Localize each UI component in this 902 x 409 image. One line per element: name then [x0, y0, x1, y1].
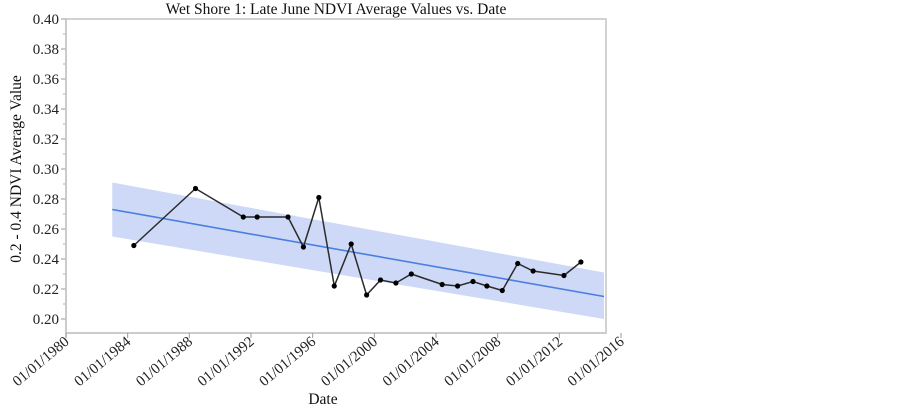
- data-point: [131, 242, 137, 249]
- x-tick-label: 01/01/2016: [565, 333, 628, 390]
- x-tick-label: 01/01/1984: [72, 333, 135, 390]
- data-point: [484, 283, 490, 289]
- confidence-band-layer: [112, 182, 605, 319]
- data-point: [393, 280, 399, 286]
- data-point: [530, 268, 536, 274]
- data-point: [240, 214, 246, 220]
- data-point: [364, 292, 370, 298]
- y-axis-title: 0.2 - 0.4 NDVI Average Value: [8, 75, 25, 263]
- x-axis-title: Date: [308, 391, 337, 408]
- y-tick-label: 0.20: [33, 312, 59, 328]
- series-line: [133, 187, 582, 297]
- data-point: [439, 281, 445, 288]
- y-tick-label: 0.30: [33, 162, 59, 178]
- series-layer: [131, 185, 584, 298]
- y-tick-label: 0.36: [33, 72, 60, 88]
- chart-title: Wet Shore 1: Late June NDVI Average Valu…: [166, 1, 507, 18]
- x-tick-label: 01/01/2008: [442, 334, 505, 390]
- data-point: [300, 244, 307, 250]
- data-point: [377, 277, 384, 283]
- y-tick-label: 0.32: [33, 132, 59, 148]
- y-tick-label: 0.26: [33, 222, 60, 238]
- data-point: [285, 214, 291, 220]
- x-tick-label: 01/01/1992: [195, 334, 258, 390]
- data-point: [515, 260, 521, 267]
- data-point: [331, 283, 337, 289]
- data-point: [254, 214, 260, 220]
- data-point: [499, 287, 505, 294]
- regression-line: [112, 208, 605, 298]
- data-point: [316, 194, 322, 201]
- x-axis: 01/01/1980 01/01/1984 01/01/1988 01/01/1992…: [10, 19, 628, 390]
- y-tick-label: 0.22: [33, 282, 59, 298]
- data-point: [408, 271, 414, 277]
- data-point: [470, 278, 476, 285]
- data-point: [192, 185, 199, 192]
- y-tick-label: 0.34: [33, 102, 60, 118]
- x-tick-label: 01/01/2012: [503, 334, 566, 390]
- x-tick-label: 01/01/2000: [318, 334, 381, 390]
- y-tick-label: 0.24: [33, 252, 60, 268]
- y-axis: 0.40 0.38 0.36 0.34 0.32 0.30 0.28 0.26 0.24 0.22…: [33, 12, 66, 328]
- fit-line-layer: [112, 208, 605, 298]
- x-tick-label: 01/01/2004: [380, 333, 443, 390]
- y-tick-label: 0.40: [33, 12, 59, 28]
- data-point: [348, 241, 354, 247]
- data-point: [454, 283, 461, 289]
- x-tick-label: 01/01/1988: [133, 334, 196, 390]
- y-tick-label: 0.38: [33, 42, 59, 58]
- data-point: [578, 259, 584, 265]
- confidence-band: [112, 182, 605, 319]
- x-tick-label: 01/01/1996: [257, 333, 320, 390]
- y-tick-label: 0.28: [33, 192, 59, 208]
- data-point: [561, 272, 567, 279]
- x-tick-label: 01/01/1980: [10, 334, 73, 390]
